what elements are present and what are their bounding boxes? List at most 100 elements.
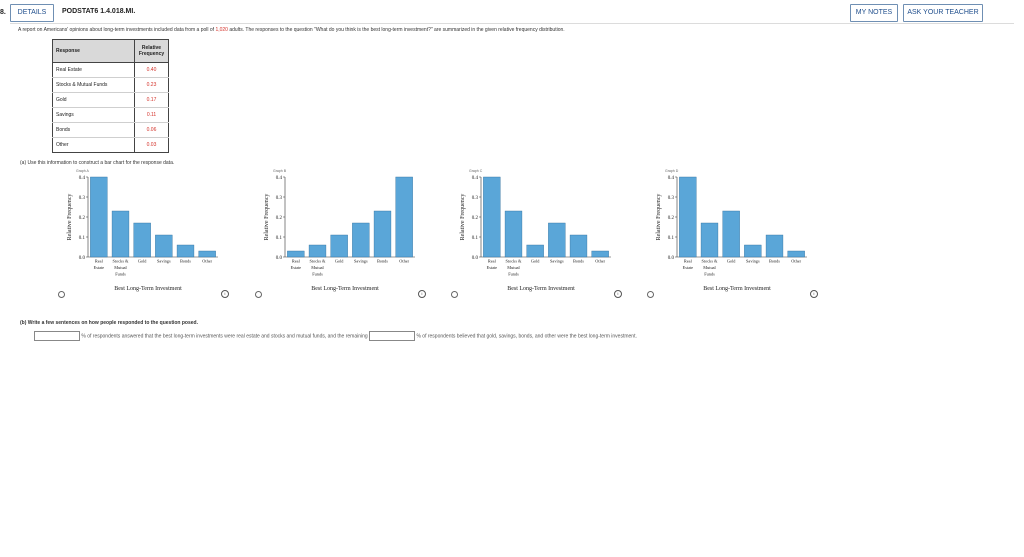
x-tick-label-line: Estate (487, 265, 498, 270)
x-tick-label: Bonds (377, 259, 388, 264)
bar (198, 250, 216, 258)
x-axis-label: Best Long-Term Investment (114, 286, 182, 292)
part-a-prompt: (a) Use this information to construct a … (20, 160, 175, 166)
x-tick-label-line: Mutual (703, 265, 716, 270)
x-tick-label: Savings (157, 259, 171, 264)
y-tick-label: 0.1 (79, 236, 86, 241)
x-tick-label-line: Bonds (769, 259, 780, 264)
bar (373, 210, 392, 258)
chart-option-c[interactable]: Graph C 0.0 0.1 0.2 0.3 0.4 Relative Frequency… (448, 166, 638, 302)
x-tick-label: Other (595, 259, 605, 264)
table-row: Other 0.03 (52, 137, 169, 153)
x-tick-label: Real Estate (487, 259, 498, 271)
radio-option-d[interactable] (647, 291, 654, 298)
bar (483, 176, 501, 258)
chart-title: Graph C (469, 169, 483, 173)
intro-text-before: A report on Americans' opinions about lo… (18, 27, 216, 33)
x-tick-label-line: Estate (94, 265, 105, 270)
info-icon[interactable]: i (221, 290, 229, 298)
chart-option-b[interactable]: Graph B 0.0 0.1 0.2 0.3 0.4 Relative Frequency… (252, 166, 442, 302)
y-axis-label: Relative Frequency (656, 194, 662, 241)
info-icon[interactable]: i (614, 290, 622, 298)
x-tick-label-line: Stocks & (113, 259, 130, 264)
x-tick-label-line: Estate (683, 265, 694, 270)
x-tick-label-line: Bonds (573, 259, 584, 264)
response-cell: Bonds (52, 122, 135, 138)
x-tick-label-line: Estate (291, 265, 302, 270)
y-tick-label: 0.4 (472, 176, 479, 181)
chart-option-a[interactable]: Graph A 0.0 0.1 0.2 0.3 0.4 Relative Frequency… (55, 166, 245, 302)
bar (90, 176, 108, 258)
table-row: Savings 0.11 (52, 107, 169, 123)
x-tick-label: Stocks & Mutual Funds (113, 259, 130, 277)
frequency-cell: 0.11 (134, 107, 169, 123)
question-code: PODSTAT6 1.4.018.MI. (62, 8, 136, 15)
x-tick-label: Savings (550, 259, 564, 264)
x-tick-label-line: Gold (335, 259, 344, 264)
radio-option-a[interactable] (58, 291, 65, 298)
chart-option-d[interactable]: Graph D 0.0 0.1 0.2 0.3 0.4 Relative Frequency… (644, 166, 834, 302)
x-tick-label: Real Estate (94, 259, 105, 271)
bar (330, 234, 348, 258)
radio-option-b[interactable] (255, 291, 262, 298)
bar (504, 210, 523, 258)
bar (744, 244, 762, 258)
bar-chart-d: Graph D 0.0 0.1 0.2 0.3 0.4 Relative Frequency… (656, 169, 807, 292)
x-tick-label: Gold (727, 259, 736, 264)
answer-blank-1[interactable] (34, 331, 80, 341)
x-tick-label: Gold (335, 259, 344, 264)
x-tick-label-line: Other (791, 259, 801, 264)
part-b-answer-line: % of respondents answered that the best … (34, 331, 637, 341)
x-tick-label: Stocks & Mutual Funds (506, 259, 523, 277)
intro-sample-size: 1,020 (215, 27, 228, 33)
part-b-prompt: (b) Write a few sentences on how people … (20, 320, 198, 326)
x-tick-label: Bonds (769, 259, 780, 264)
x-tick-label-line: Funds (312, 272, 323, 277)
bar (548, 222, 566, 258)
ask-teacher-button[interactable]: ASK YOUR TEACHER (903, 4, 983, 22)
y-tick-label: 0.0 (79, 256, 86, 261)
x-tick-label: Stocks & Mutual Funds (702, 259, 719, 277)
answer-sentence-2: % of respondents believed that gold, sav… (416, 333, 637, 340)
table-row: Bonds 0.06 (52, 122, 169, 138)
x-tick-label-line: Bonds (377, 259, 388, 264)
frequency-cell: 0.03 (134, 137, 169, 153)
details-button[interactable]: DETAILS (10, 4, 54, 22)
x-tick-label: Other (399, 259, 409, 264)
x-tick-label-line: Mutual (114, 265, 127, 270)
bar (155, 234, 173, 258)
x-tick-label-line: Funds (115, 272, 126, 277)
y-tick-label: 0.1 (472, 236, 479, 241)
x-tick-label-line: Real (684, 259, 693, 264)
question-intro: A report on Americans' opinions about lo… (18, 27, 565, 33)
answer-blank-2[interactable] (369, 331, 416, 341)
x-tick-label-line: Other (399, 259, 409, 264)
y-tick-label: 0.3 (668, 196, 675, 201)
x-tick-label: Stocks & Mutual Funds (310, 259, 327, 277)
info-icon[interactable]: i (418, 290, 426, 298)
table-row: Real Estate 0.40 (52, 62, 169, 78)
bar (176, 244, 195, 258)
response-cell: Other (52, 137, 135, 153)
x-tick-label-line: Savings (550, 259, 564, 264)
frequency-table: Response Relative Frequency Real Estate 0… (52, 39, 169, 153)
y-tick-label: 0.2 (668, 216, 675, 221)
question-number: 8. (0, 9, 6, 16)
bar (591, 250, 609, 258)
bar (287, 250, 305, 258)
response-cell: Gold (52, 92, 135, 108)
info-icon[interactable]: i (810, 290, 818, 298)
x-tick-label-line: Other (595, 259, 605, 264)
bar (395, 176, 413, 258)
bar-chart-a: Graph A 0.0 0.1 0.2 0.3 0.4 Relative Frequency… (67, 169, 218, 292)
radio-option-c[interactable] (451, 291, 458, 298)
chart-title: Graph B (273, 169, 287, 173)
chart-title: Graph A (76, 169, 90, 173)
y-tick-label: 0.2 (79, 216, 86, 221)
x-tick-label-line: Funds (508, 272, 519, 277)
my-notes-button[interactable]: MY NOTES (850, 4, 898, 22)
x-tick-label-line: Funds (704, 272, 715, 277)
table-row: Stocks & Mutual Funds 0.23 (52, 77, 169, 93)
y-tick-label: 0.3 (472, 196, 479, 201)
bar (679, 176, 697, 258)
